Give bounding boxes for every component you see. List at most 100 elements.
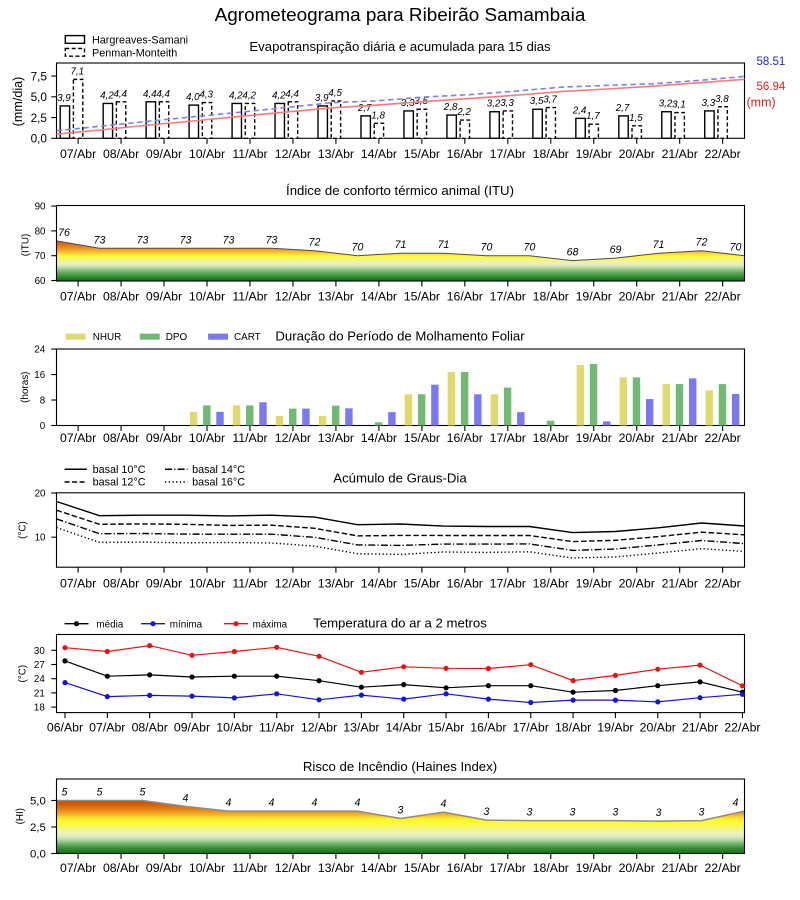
svg-text:18/Abr: 18/Abr [533, 861, 569, 875]
svg-text:17/Abr: 17/Abr [490, 431, 526, 445]
svg-text:4,3: 4,3 [199, 90, 213, 101]
svg-text:22/Abr: 22/Abr [704, 147, 740, 161]
svg-text:21: 21 [34, 688, 45, 699]
svg-text:7,5: 7,5 [31, 69, 48, 83]
svg-text:10/Abr: 10/Abr [189, 861, 225, 875]
svg-text:17/Abr: 17/Abr [490, 576, 526, 590]
svg-text:2,8: 2,8 [443, 102, 458, 113]
svg-text:08/Abr: 08/Abr [103, 576, 139, 590]
svg-text:13/Abr: 13/Abr [318, 861, 354, 875]
svg-text:Agrometeograma para Ribeirão S: Agrometeograma para Ribeirão Samambaia [215, 5, 586, 26]
svg-text:22/Abr: 22/Abr [704, 576, 740, 590]
svg-text:5,0: 5,0 [31, 90, 48, 104]
svg-text:80: 80 [35, 226, 46, 237]
svg-text:16/Abr: 16/Abr [447, 147, 483, 161]
svg-text:2,7: 2,7 [357, 103, 372, 114]
svg-text:08/Abr: 08/Abr [103, 289, 139, 303]
svg-text:20/Abr: 20/Abr [640, 721, 676, 735]
svg-text:30: 30 [34, 646, 45, 657]
svg-text:08/Abr: 08/Abr [103, 861, 139, 875]
svg-text:12/Abr: 12/Abr [275, 289, 311, 303]
svg-text:19/Abr: 19/Abr [576, 431, 612, 445]
svg-text:NHUR: NHUR [93, 332, 122, 343]
svg-text:12/Abr: 12/Abr [275, 861, 311, 875]
svg-text:Risco de Incêndio (Haines Inde: Risco de Incêndio (Haines Index) [303, 759, 497, 774]
svg-text:4: 4 [269, 797, 275, 809]
svg-text:3: 3 [613, 807, 619, 819]
svg-text:73: 73 [137, 234, 149, 246]
svg-text:basal 14°C: basal 14°C [192, 464, 245, 476]
svg-text:4,4: 4,4 [143, 89, 157, 100]
svg-text:4: 4 [312, 797, 318, 809]
svg-text:11/Abr: 11/Abr [259, 721, 294, 735]
svg-text:22/Abr: 22/Abr [724, 721, 760, 735]
svg-text:CART: CART [234, 332, 261, 343]
svg-text:20/Abr: 20/Abr [619, 576, 655, 590]
svg-text:09/Abr: 09/Abr [146, 861, 182, 875]
svg-text:4,4: 4,4 [113, 89, 127, 100]
svg-text:máxima: máxima [253, 619, 288, 630]
svg-text:58.51: 58.51 [757, 56, 786, 68]
svg-text:10/Abr: 10/Abr [189, 147, 225, 161]
svg-text:18/Abr: 18/Abr [533, 147, 569, 161]
svg-text:20/Abr: 20/Abr [619, 431, 655, 445]
svg-text:06/Abr: 06/Abr [47, 721, 83, 735]
svg-text:71: 71 [653, 239, 665, 251]
svg-text:0,0: 0,0 [30, 849, 46, 861]
svg-text:10/Abr: 10/Abr [189, 431, 225, 445]
svg-text:15/Abr: 15/Abr [404, 289, 440, 303]
svg-text:(°C): (°C) [18, 521, 29, 539]
svg-text:3,5: 3,5 [530, 96, 544, 107]
svg-text:3,9: 3,9 [315, 93, 329, 104]
svg-text:3: 3 [398, 805, 404, 817]
svg-text:70: 70 [730, 242, 742, 254]
svg-text:3,3: 3,3 [500, 98, 514, 109]
svg-text:13/Abr: 13/Abr [318, 289, 354, 303]
svg-text:14/Abr: 14/Abr [361, 861, 397, 875]
svg-text:07/Abr: 07/Abr [60, 147, 96, 161]
svg-text:11/Abr: 11/Abr [232, 576, 267, 590]
svg-text:4: 4 [441, 798, 447, 810]
svg-text:22/Abr: 22/Abr [704, 289, 740, 303]
svg-text:70: 70 [352, 242, 364, 254]
svg-text:3,2: 3,2 [659, 99, 673, 110]
svg-text:10: 10 [35, 533, 46, 544]
svg-text:4,4: 4,4 [285, 89, 299, 100]
svg-text:18/Abr: 18/Abr [533, 576, 569, 590]
svg-text:73: 73 [94, 234, 106, 246]
svg-text:15/Abr: 15/Abr [404, 861, 440, 875]
svg-text:71: 71 [395, 239, 407, 251]
svg-text:56.94: 56.94 [757, 81, 786, 93]
svg-text:Evapotranspiração diária e acu: Evapotranspiração diária e acumulada par… [249, 39, 551, 54]
svg-text:2,5: 2,5 [31, 111, 48, 125]
svg-text:Duração do Período de Molhamen: Duração do Período de Molhamento Foliar [275, 329, 525, 344]
svg-text:3,8: 3,8 [715, 94, 729, 105]
svg-text:1,5: 1,5 [629, 113, 643, 124]
svg-text:24: 24 [34, 345, 45, 356]
svg-text:4,2: 4,2 [229, 90, 243, 101]
svg-text:10/Abr: 10/Abr [189, 576, 225, 590]
svg-text:17/Abr: 17/Abr [490, 861, 526, 875]
svg-text:Penman-Monteith: Penman-Monteith [92, 48, 177, 60]
svg-text:10/Abr: 10/Abr [216, 721, 252, 735]
svg-text:5: 5 [140, 787, 146, 799]
svg-text:3: 3 [570, 807, 576, 819]
svg-text:Acúmulo de Graus-Dia: Acúmulo de Graus-Dia [333, 471, 467, 486]
svg-text:15/Abr: 15/Abr [404, 431, 440, 445]
svg-text:11/Abr: 11/Abr [232, 147, 267, 161]
svg-text:2,2: 2,2 [456, 107, 471, 118]
svg-text:19/Abr: 19/Abr [576, 576, 612, 590]
svg-text:(horas): (horas) [20, 372, 31, 403]
svg-text:70: 70 [481, 242, 493, 254]
svg-text:14/Abr: 14/Abr [361, 576, 397, 590]
svg-text:17/Abr: 17/Abr [490, 289, 526, 303]
svg-text:68: 68 [567, 247, 579, 259]
svg-text:21/Abr: 21/Abr [662, 861, 698, 875]
svg-text:18: 18 [34, 703, 45, 714]
svg-text:4,5: 4,5 [328, 88, 342, 99]
svg-text:5: 5 [97, 787, 103, 799]
svg-text:20/Abr: 20/Abr [619, 861, 655, 875]
svg-text:16/Abr: 16/Abr [447, 431, 483, 445]
svg-text:(°C): (°C) [18, 665, 29, 683]
svg-text:24: 24 [34, 674, 45, 685]
